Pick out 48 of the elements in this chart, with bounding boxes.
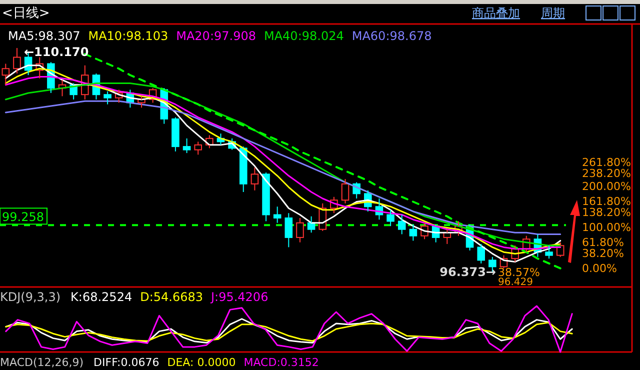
text: D:54.6683 — [140, 290, 203, 304]
candlestick — [296, 217, 304, 243]
candlestick — [409, 224, 418, 242]
text: 161.80% — [582, 195, 631, 208]
candlestick — [398, 214, 406, 235]
candlestick — [273, 206, 282, 224]
annotation: ←110.170 — [24, 45, 89, 59]
candlestick — [284, 212, 293, 248]
text: 96.429 — [498, 277, 533, 288]
candlestick — [194, 141, 202, 156]
candlestick — [104, 90, 112, 105]
annotation: 38.57% — [498, 266, 540, 279]
ref-line-label: 99.258 — [2, 210, 44, 224]
text: DIFF:0.0676 — [94, 356, 160, 369]
chart-title: KDJ(9,3,3) — [0, 290, 61, 304]
text: 商品叠加 — [472, 6, 520, 20]
annotation: 96.373→ — [440, 265, 496, 279]
text: MA60:98.678 — [352, 29, 432, 43]
text: 138.20% — [582, 206, 631, 219]
candlestick — [477, 243, 485, 264]
text: 238.20% — [582, 167, 631, 180]
text: MA40:98.024 — [264, 29, 344, 43]
candlestick — [250, 167, 259, 191]
candlestick — [239, 146, 248, 193]
candlestick — [262, 172, 270, 222]
text: MA5:98.307 — [8, 29, 80, 43]
candlestick — [172, 116, 180, 152]
candlestick — [341, 178, 350, 204]
text: 200.00% — [582, 180, 631, 193]
candlestick — [545, 245, 553, 260]
chart-title: <日线> — [2, 6, 50, 21]
text: 261.80% — [582, 156, 631, 169]
text: K:68.2524 — [70, 290, 132, 304]
series-label: J:95.4206 — [210, 290, 268, 304]
text: 100.00% — [582, 221, 631, 234]
text: 0.00% — [582, 262, 617, 275]
candlestick — [13, 48, 21, 74]
text: 38.20% — [582, 247, 624, 260]
text: DEA: 0.0000 — [167, 356, 236, 369]
candlestick — [182, 138, 191, 154]
candlestick — [386, 209, 394, 227]
text: 61.80% — [582, 236, 624, 249]
text: MACD(12,26,9) — [0, 356, 84, 369]
text: MA10:98.103 — [88, 29, 168, 43]
candlestick — [2, 63, 10, 86]
text: 周期 — [541, 6, 565, 20]
text: MACD:0.3152 — [244, 356, 319, 369]
text: MA20:97.908 — [176, 29, 256, 43]
